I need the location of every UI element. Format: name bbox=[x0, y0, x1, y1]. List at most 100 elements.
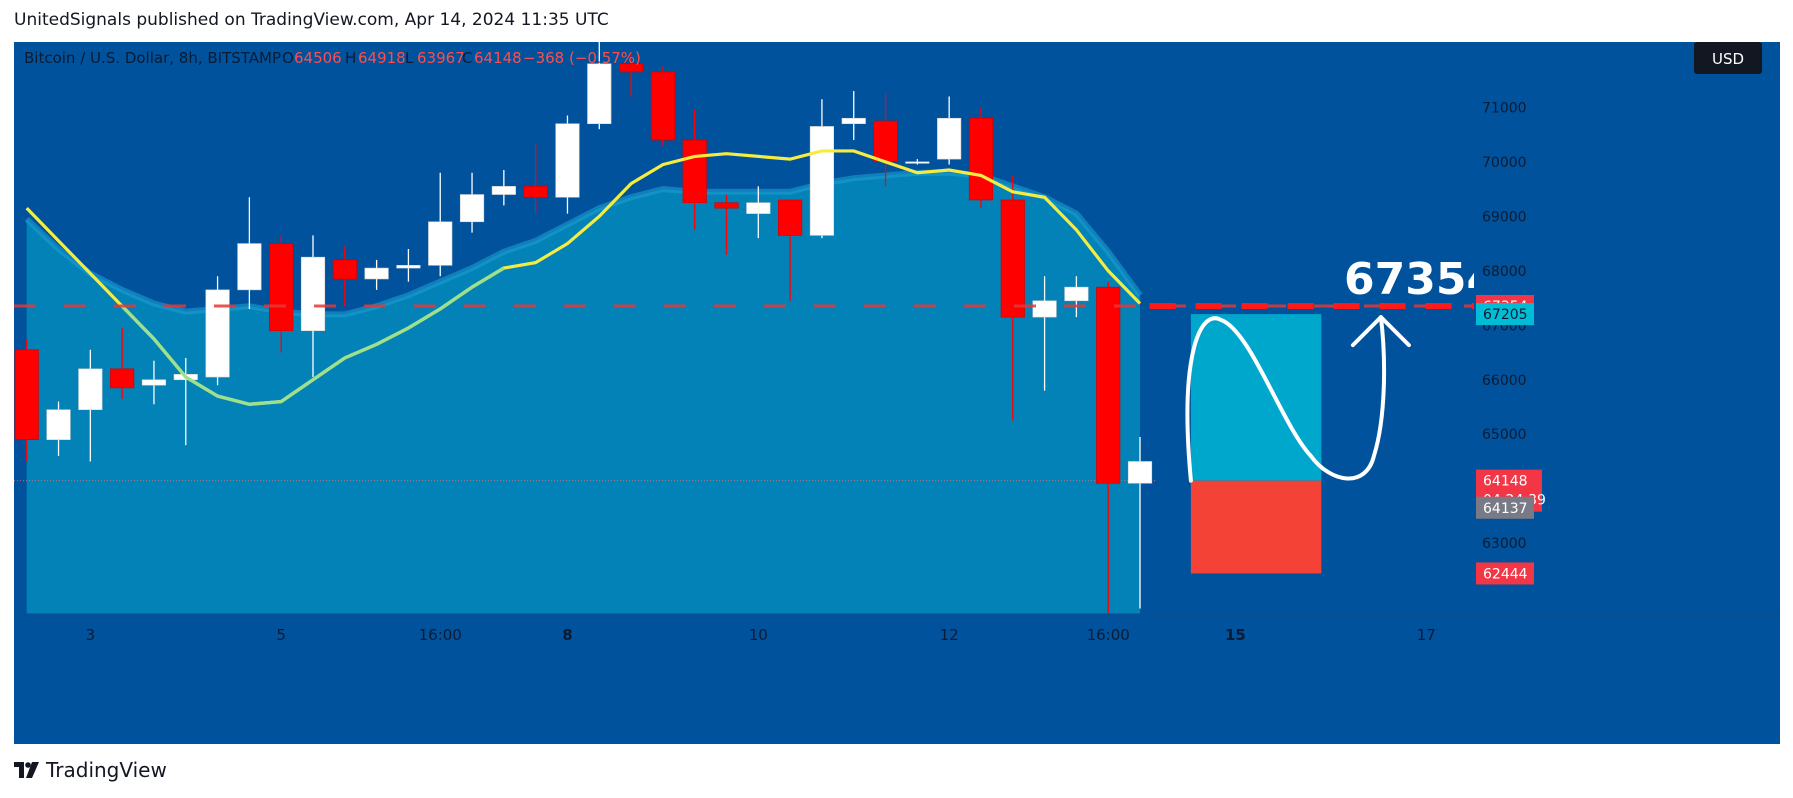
price-label-last-bg bbox=[1476, 496, 1534, 519]
tradingview-footer[interactable]: TradingView bbox=[14, 758, 167, 782]
candle-body bbox=[14, 349, 39, 440]
candle-body bbox=[905, 161, 930, 164]
candle-body bbox=[491, 186, 516, 195]
price-label-stop: 62444 bbox=[1483, 566, 1528, 582]
ohlc-change: −368 (−0.57%) bbox=[523, 49, 641, 67]
candle-body bbox=[46, 409, 71, 440]
y-tick-label: 69000 bbox=[1482, 209, 1527, 225]
candle-body bbox=[587, 63, 612, 125]
ohlc-low-label: L bbox=[405, 49, 414, 67]
price-label-last: 64137 bbox=[1483, 501, 1528, 517]
candle-body bbox=[332, 259, 357, 280]
price-axis-panel bbox=[1474, 42, 1780, 744]
candle bbox=[14, 338, 39, 462]
candle-body bbox=[650, 71, 675, 141]
y-tick-label: 71000 bbox=[1482, 100, 1527, 116]
candle bbox=[459, 172, 485, 233]
price-label-current: 64148 bbox=[1483, 474, 1528, 490]
candle bbox=[619, 52, 644, 97]
candle-body bbox=[1127, 461, 1153, 484]
candle-body bbox=[110, 368, 135, 389]
candle bbox=[1032, 276, 1057, 391]
candle-body bbox=[555, 123, 580, 198]
candle bbox=[110, 328, 135, 399]
ohlc-close-value: 64148 bbox=[474, 49, 522, 67]
candle bbox=[714, 194, 739, 255]
y-tick-label: 70000 bbox=[1482, 155, 1527, 171]
candle-body bbox=[396, 265, 421, 269]
candle bbox=[1127, 436, 1153, 609]
projection-arrow-icon bbox=[1350, 315, 1411, 348]
candle bbox=[905, 159, 930, 165]
projection-curve[interactable] bbox=[1185, 315, 1387, 483]
y-tick-label: 68000 bbox=[1482, 264, 1527, 280]
x-tick-label: 16:00 bbox=[1087, 626, 1130, 644]
tradingview-brand: TradingView bbox=[46, 758, 167, 782]
symbol-title: Bitcoin / U.S. Dollar, 8h, BITSTAMP bbox=[24, 49, 281, 67]
candle bbox=[237, 197, 262, 309]
candle-body bbox=[428, 221, 453, 266]
target-zone-box[interactable] bbox=[1190, 314, 1322, 481]
price-chart[interactable]: 67354 7100070000690006800067000660006500… bbox=[14, 42, 1780, 744]
candle-body bbox=[682, 139, 707, 204]
indicator-area bbox=[26, 172, 1141, 614]
candle-body bbox=[1032, 300, 1057, 318]
candle bbox=[841, 91, 866, 141]
candle-body bbox=[459, 194, 485, 223]
candle bbox=[1064, 276, 1089, 318]
ohlc-high-label: H bbox=[345, 49, 356, 67]
candle bbox=[269, 235, 294, 353]
candle-body bbox=[523, 186, 548, 198]
candle-body bbox=[968, 117, 994, 201]
ohlc-open-value: 64506 bbox=[294, 49, 342, 67]
candle bbox=[205, 276, 230, 386]
x-tick-label: 8 bbox=[562, 626, 572, 644]
candle-body bbox=[619, 63, 644, 73]
ohlc-high-value: 64918 bbox=[358, 49, 406, 67]
candle-body bbox=[1064, 286, 1089, 302]
candle bbox=[364, 259, 389, 290]
candle bbox=[1096, 281, 1121, 614]
candle-body bbox=[300, 256, 326, 332]
candle-body bbox=[873, 120, 898, 163]
candle-body bbox=[778, 199, 803, 236]
candle-body bbox=[809, 126, 834, 236]
x-tick-label: 10 bbox=[749, 626, 768, 644]
candle bbox=[141, 360, 167, 405]
candle bbox=[396, 249, 421, 282]
price-label-box-top-bg bbox=[1476, 303, 1534, 326]
candle bbox=[46, 401, 71, 457]
currency-button[interactable] bbox=[1694, 42, 1762, 74]
candle bbox=[428, 172, 453, 277]
candle bbox=[1000, 175, 1025, 421]
x-tick-label: 15 bbox=[1225, 626, 1246, 644]
candle-body bbox=[841, 117, 866, 125]
stop-zone-box[interactable] bbox=[1190, 480, 1322, 574]
candle bbox=[78, 349, 103, 462]
x-tick-label: 16:00 bbox=[419, 626, 462, 644]
candle-body bbox=[269, 243, 294, 332]
tradingview-logo-icon bbox=[14, 762, 39, 778]
candle bbox=[650, 66, 675, 146]
candle-body bbox=[1000, 199, 1025, 318]
candle bbox=[523, 142, 548, 214]
candle bbox=[873, 93, 898, 187]
candle-body bbox=[78, 368, 103, 411]
candle-body bbox=[1096, 286, 1121, 484]
candle bbox=[937, 96, 962, 165]
candle-body bbox=[937, 117, 962, 160]
candle-body bbox=[237, 243, 262, 291]
chart-container[interactable]: 67354 71000 70000 69000 68000 67000 66000 6500… bbox=[14, 42, 1780, 744]
candle bbox=[746, 186, 771, 239]
published-by-line: UnitedSignals published on TradingView.c… bbox=[14, 10, 609, 30]
price-label-box-top: 67205 bbox=[1483, 307, 1528, 323]
ohlc-low-value: 63967 bbox=[417, 49, 465, 67]
currency-button-label[interactable]: USD bbox=[1712, 50, 1744, 68]
candle-body bbox=[364, 267, 389, 280]
candle-body bbox=[205, 289, 230, 378]
candle bbox=[587, 42, 612, 130]
target-price-annotation: 67354 bbox=[1344, 254, 1497, 305]
y-tick-label: 66000 bbox=[1482, 373, 1527, 389]
candle-body bbox=[746, 202, 771, 214]
candle bbox=[491, 170, 516, 206]
